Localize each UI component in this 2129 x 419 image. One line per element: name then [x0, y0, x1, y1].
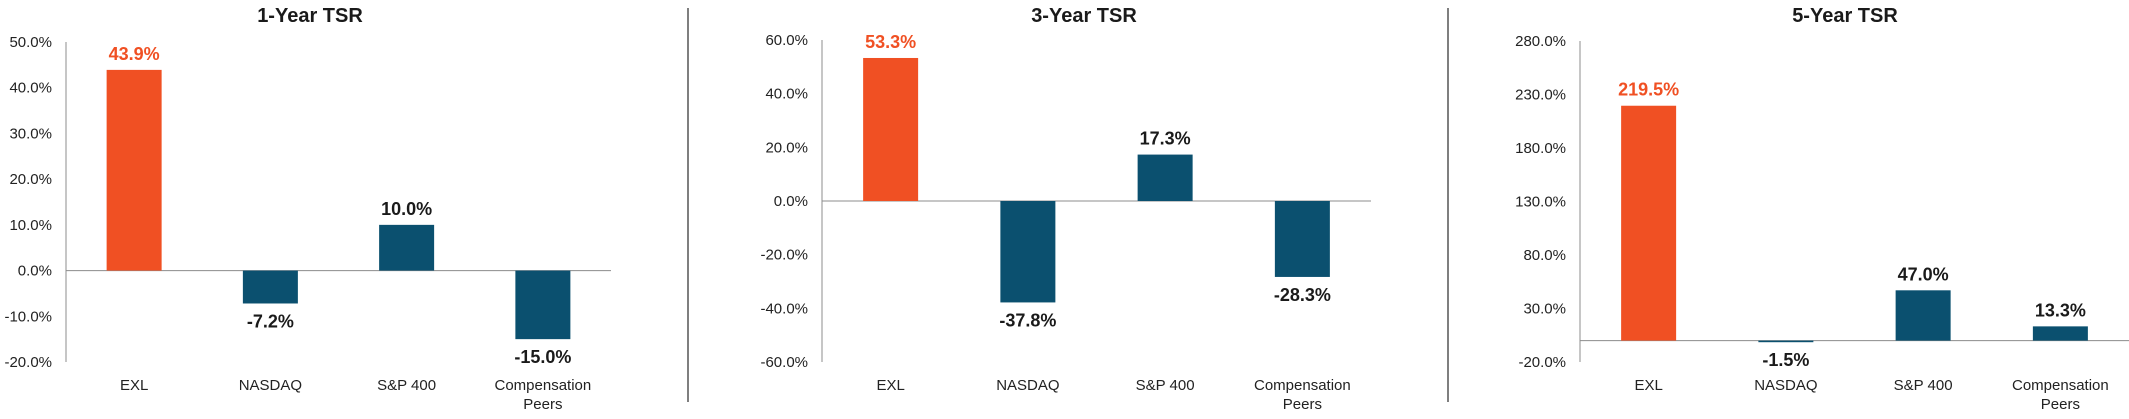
y-tick-label: 80.0% — [1523, 247, 1566, 264]
y-tick-label: 20.0% — [765, 139, 808, 156]
data-label: 53.3% — [865, 32, 916, 52]
data-label: -15.0% — [514, 347, 571, 367]
bar — [1621, 105, 1677, 341]
y-tick-label: 130.0% — [1515, 194, 1566, 211]
bar — [1000, 201, 1056, 303]
chart-title: 1-Year TSR — [257, 5, 363, 27]
data-label: 43.9% — [109, 44, 160, 64]
y-tick-label: 40.0% — [765, 86, 808, 103]
category-label: NASDAQ — [996, 377, 1059, 394]
category-label-line: Compensation — [495, 377, 592, 394]
y-tick-label: -10.0% — [4, 308, 52, 325]
data-label: 10.0% — [381, 199, 432, 219]
bar — [379, 224, 435, 271]
y-tick-label: -20.0% — [1518, 354, 1566, 371]
y-tick-label: 30.0% — [1523, 301, 1566, 318]
data-label: -1.5% — [1762, 350, 1809, 370]
bar — [863, 57, 919, 201]
y-tick-label: 0.0% — [18, 263, 52, 280]
bar — [1758, 340, 1814, 343]
category-label-line: Compensation — [2012, 377, 2109, 394]
category-label-line: Peers — [1283, 396, 1322, 413]
category-label: Compensation Peers — [2012, 377, 2109, 413]
y-tick-label: -20.0% — [760, 247, 808, 264]
category-label: Compensation Peers — [1254, 377, 1351, 413]
y-tick-label: 60.0% — [765, 32, 808, 49]
data-label: -28.3% — [1274, 285, 1331, 305]
chart-title: 3-Year TSR — [1031, 5, 1137, 27]
bar — [1274, 201, 1330, 277]
data-label: -7.2% — [247, 311, 294, 331]
y-tick-label: 180.0% — [1515, 140, 1566, 157]
category-label: EXL — [120, 377, 148, 394]
data-label: 219.5% — [1618, 80, 1679, 100]
bar — [106, 69, 162, 271]
y-tick-label: 50.0% — [9, 34, 52, 51]
category-label: S&P 400 — [1894, 377, 1953, 394]
data-label: 13.3% — [2035, 300, 2086, 320]
category-label: S&P 400 — [377, 377, 436, 394]
category-label-line: Compensation — [1254, 377, 1351, 394]
data-label: -37.8% — [999, 310, 1056, 330]
y-tick-label: 280.0% — [1515, 33, 1566, 50]
bar — [515, 270, 571, 340]
category-label: EXL — [1634, 377, 1662, 394]
category-label: NASDAQ — [239, 377, 302, 394]
bar — [1137, 154, 1193, 201]
y-tick-label: 30.0% — [9, 125, 52, 142]
category-label: Compensation Peers — [495, 377, 592, 413]
y-tick-label: -20.0% — [4, 354, 52, 371]
y-tick-label: 0.0% — [774, 193, 808, 210]
y-tick-label: -60.0% — [760, 354, 808, 371]
chart-title: 5-Year TSR — [1792, 5, 1898, 27]
y-tick-label: 10.0% — [9, 217, 52, 234]
bar — [242, 270, 298, 304]
category-label-line: Peers — [523, 396, 562, 413]
y-tick-label: -40.0% — [760, 300, 808, 317]
bar — [1895, 290, 1951, 341]
bar — [2032, 326, 2088, 341]
y-tick-label: 40.0% — [9, 80, 52, 97]
data-label: 17.3% — [1140, 129, 1191, 149]
data-label: 47.0% — [1898, 264, 1949, 284]
category-label: S&P 400 — [1136, 377, 1195, 394]
y-tick-label: 20.0% — [9, 171, 52, 188]
category-label: EXL — [876, 377, 904, 394]
category-label: NASDAQ — [1754, 377, 1817, 394]
category-label-line: Peers — [2041, 396, 2080, 413]
y-tick-label: 230.0% — [1515, 87, 1566, 104]
